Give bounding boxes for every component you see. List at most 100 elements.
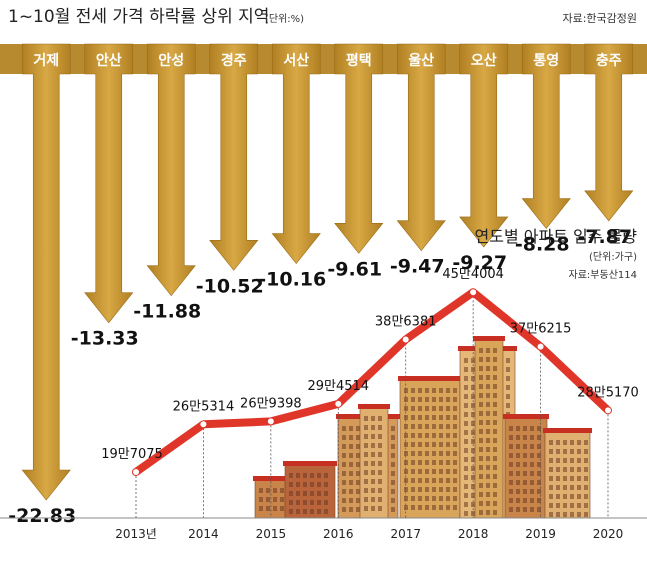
category-label: 안산: [96, 52, 122, 69]
building-window: [289, 500, 293, 505]
building-window: [425, 397, 429, 402]
building-window: [471, 385, 475, 390]
building-window: [404, 505, 408, 510]
building-window: [479, 438, 483, 443]
building-window: [563, 449, 567, 454]
building-window: [432, 505, 436, 510]
building-window: [479, 366, 483, 371]
value-label: -22.83: [8, 505, 76, 527]
building-window: [549, 512, 553, 517]
building-window: [356, 453, 360, 458]
building-window: [453, 460, 457, 465]
value-label: -7.87: [577, 226, 632, 248]
building-window: [425, 451, 429, 456]
building-window: [342, 426, 346, 431]
building-window: [378, 425, 382, 430]
building-window: [464, 421, 468, 426]
building-window: [479, 492, 483, 497]
building-window: [584, 440, 588, 445]
building-window: [391, 471, 395, 476]
building-window: [349, 462, 353, 467]
building-window: [371, 470, 375, 475]
x-tick-label: 2018: [458, 527, 489, 541]
building-window: [439, 397, 443, 402]
building-window: [516, 507, 520, 512]
building-window: [506, 376, 510, 381]
building-window: [537, 444, 541, 449]
building-window: [471, 421, 475, 426]
building-window: [516, 480, 520, 485]
building-window: [391, 426, 395, 431]
building-window: [506, 367, 510, 372]
building-window: [342, 444, 346, 449]
building-window: [493, 501, 497, 506]
building-window: [439, 469, 443, 474]
building-window: [516, 462, 520, 467]
building-window: [453, 451, 457, 456]
building-window: [371, 461, 375, 466]
building-window: [425, 406, 429, 411]
building-window: [493, 447, 497, 452]
building-window: [464, 475, 468, 480]
building-window: [570, 476, 574, 481]
line-chart-unit: (단위:가구): [589, 250, 637, 263]
data-point: [335, 400, 342, 407]
x-tick-label: 2017: [390, 527, 421, 541]
building-window: [464, 502, 468, 507]
building-window: [349, 471, 353, 476]
building-window: [549, 503, 553, 508]
building-window: [493, 357, 497, 362]
building-window: [577, 449, 581, 454]
building-window: [391, 435, 395, 440]
building-window: [479, 474, 483, 479]
building-window: [439, 460, 443, 465]
building-window: [404, 433, 408, 438]
building-window: [570, 503, 574, 508]
building-window: [486, 366, 490, 371]
building-window: [563, 440, 567, 445]
building-window: [378, 470, 382, 475]
building-window: [486, 375, 490, 380]
building-window: [464, 376, 468, 381]
building-window: [266, 506, 270, 511]
building-window: [530, 480, 534, 485]
building-window: [310, 482, 314, 487]
building-window: [493, 510, 497, 515]
building-window: [464, 484, 468, 489]
building-window: [317, 491, 321, 496]
building-window: [418, 415, 422, 420]
building-window: [563, 503, 567, 508]
line-value-label: 26만5314: [173, 399, 235, 414]
building-window: [523, 489, 527, 494]
building-window: [563, 458, 567, 463]
building-window: [523, 453, 527, 458]
chart-title: 1~10월 전세 가격 하락률 상위 지역: [8, 7, 269, 27]
building-window: [479, 456, 483, 461]
building-window: [418, 406, 422, 411]
building-window: [453, 388, 457, 393]
building-window: [439, 406, 443, 411]
category-label: 울산: [408, 52, 434, 69]
building-window: [464, 448, 468, 453]
building-window: [310, 500, 314, 505]
building-window: [453, 406, 457, 411]
building-window: [516, 426, 520, 431]
building-window: [432, 469, 436, 474]
building-window: [411, 496, 415, 501]
line-value-label: 26만9398: [240, 396, 302, 411]
building-window: [556, 494, 560, 499]
building-window: [570, 494, 574, 499]
line-value-label: 28만5170: [577, 385, 639, 400]
building-window: [342, 453, 346, 458]
building-window: [310, 509, 314, 514]
building-window: [324, 473, 328, 478]
building-window: [523, 426, 527, 431]
building-window: [404, 496, 408, 501]
building-window: [303, 509, 307, 514]
line-chart-title: 연도별 아파트 입주 물량: [475, 227, 638, 246]
building-window: [493, 411, 497, 416]
building-window: [404, 388, 408, 393]
building-window: [317, 500, 321, 505]
building-5: [399, 379, 461, 519]
building-window: [479, 429, 483, 434]
